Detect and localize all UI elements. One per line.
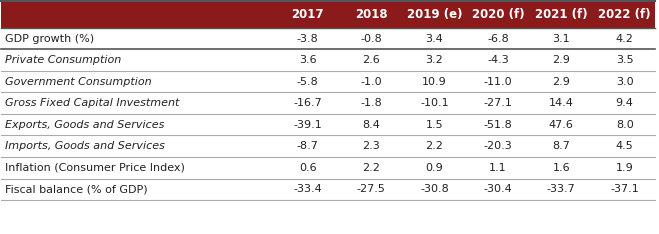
Text: -6.8: -6.8: [487, 34, 509, 44]
Text: Private Consumption: Private Consumption: [5, 55, 121, 65]
Text: -27.5: -27.5: [357, 184, 386, 194]
Text: -30.4: -30.4: [484, 184, 512, 194]
Text: -33.4: -33.4: [293, 184, 322, 194]
Text: 10.9: 10.9: [422, 77, 447, 87]
Text: -4.3: -4.3: [487, 55, 509, 65]
FancyBboxPatch shape: [1, 135, 655, 157]
Text: -11.0: -11.0: [484, 77, 512, 87]
Text: 2.2: 2.2: [362, 163, 380, 173]
Text: Imports, Goods and Services: Imports, Goods and Services: [5, 141, 165, 151]
Text: Government Consumption: Government Consumption: [5, 77, 152, 87]
Text: -20.3: -20.3: [484, 141, 512, 151]
FancyBboxPatch shape: [1, 49, 655, 71]
Text: 3.6: 3.6: [299, 55, 316, 65]
Text: -1.8: -1.8: [360, 98, 382, 108]
Text: 14.4: 14.4: [549, 98, 574, 108]
FancyBboxPatch shape: [1, 92, 655, 114]
Text: -33.7: -33.7: [547, 184, 575, 194]
Text: -8.7: -8.7: [297, 141, 318, 151]
Text: 1.6: 1.6: [552, 163, 570, 173]
Text: 2.9: 2.9: [552, 77, 570, 87]
FancyBboxPatch shape: [1, 157, 655, 179]
Text: Fiscal balance (% of GDP): Fiscal balance (% of GDP): [5, 184, 147, 194]
FancyBboxPatch shape: [1, 179, 655, 200]
Text: 3.5: 3.5: [616, 55, 633, 65]
Text: 2020 (f): 2020 (f): [472, 8, 524, 21]
FancyBboxPatch shape: [1, 71, 655, 92]
Text: -39.1: -39.1: [293, 120, 322, 130]
Text: -51.8: -51.8: [484, 120, 512, 130]
Text: -5.8: -5.8: [297, 77, 318, 87]
Text: 2021 (f): 2021 (f): [535, 8, 588, 21]
Text: -37.1: -37.1: [610, 184, 639, 194]
Text: -0.8: -0.8: [360, 34, 382, 44]
FancyBboxPatch shape: [1, 28, 655, 49]
Text: -3.8: -3.8: [297, 34, 318, 44]
Text: -1.0: -1.0: [360, 77, 382, 87]
Text: 3.1: 3.1: [552, 34, 570, 44]
Text: 2.2: 2.2: [426, 141, 444, 151]
Text: 9.4: 9.4: [616, 98, 633, 108]
Text: 1.5: 1.5: [426, 120, 444, 130]
Text: 8.4: 8.4: [362, 120, 380, 130]
Text: -27.1: -27.1: [484, 98, 512, 108]
Text: 2.9: 2.9: [552, 55, 570, 65]
Text: 2022 (f): 2022 (f): [598, 8, 651, 21]
Text: 3.0: 3.0: [616, 77, 633, 87]
Text: 8.7: 8.7: [552, 141, 570, 151]
Text: 2.6: 2.6: [362, 55, 380, 65]
Text: 2.3: 2.3: [362, 141, 380, 151]
Text: 4.5: 4.5: [616, 141, 633, 151]
Text: 4.2: 4.2: [616, 34, 633, 44]
Text: Inflation (Consumer Price Index): Inflation (Consumer Price Index): [5, 163, 185, 173]
Text: 2018: 2018: [355, 8, 387, 21]
FancyBboxPatch shape: [1, 1, 655, 28]
Text: 0.9: 0.9: [426, 163, 444, 173]
Text: 1.9: 1.9: [616, 163, 633, 173]
Text: 3.2: 3.2: [426, 55, 444, 65]
Text: 0.6: 0.6: [299, 163, 316, 173]
Text: 1.1: 1.1: [489, 163, 507, 173]
Text: Exports, Goods and Services: Exports, Goods and Services: [5, 120, 164, 130]
Text: 8.0: 8.0: [616, 120, 633, 130]
Text: 2019 (e): 2019 (e): [407, 8, 462, 21]
Text: -16.7: -16.7: [293, 98, 322, 108]
Text: Gross Fixed Capital Investment: Gross Fixed Capital Investment: [5, 98, 179, 108]
FancyBboxPatch shape: [1, 114, 655, 135]
Text: -10.1: -10.1: [420, 98, 449, 108]
Text: 3.4: 3.4: [426, 34, 444, 44]
Text: -30.8: -30.8: [420, 184, 449, 194]
Text: 2017: 2017: [291, 8, 324, 21]
Text: 47.6: 47.6: [549, 120, 574, 130]
Text: GDP growth (%): GDP growth (%): [5, 34, 94, 44]
